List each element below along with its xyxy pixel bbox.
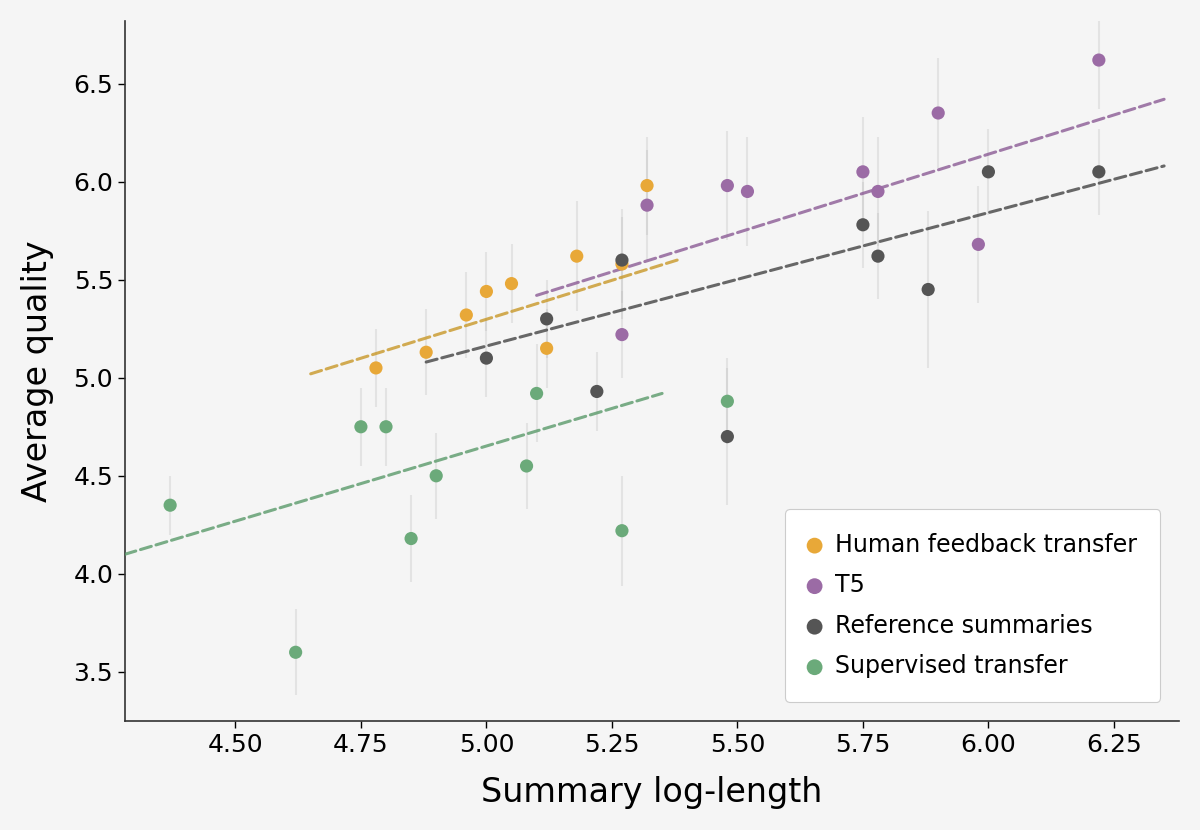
Supervised transfer [517, 459, 536, 472]
T5 [968, 237, 988, 251]
Supervised transfer [352, 420, 371, 433]
Reference summaries [587, 385, 606, 398]
Human feedback transfer [416, 345, 436, 359]
T5 [869, 185, 888, 198]
Supervised transfer [402, 532, 421, 545]
Human feedback transfer [476, 285, 496, 298]
Legend: Human feedback transfer, T5, Reference summaries, Supervised transfer: Human feedback transfer, T5, Reference s… [785, 510, 1160, 702]
Reference summaries [853, 218, 872, 232]
T5 [929, 106, 948, 120]
T5 [738, 185, 757, 198]
Supervised transfer [527, 387, 546, 400]
T5 [1090, 53, 1109, 66]
Reference summaries [718, 430, 737, 443]
Reference summaries [476, 351, 496, 364]
T5 [637, 198, 656, 212]
Reference summaries [869, 250, 888, 263]
Supervised transfer [427, 469, 446, 482]
Human feedback transfer [366, 361, 385, 374]
Human feedback transfer [457, 309, 476, 322]
Reference summaries [1090, 165, 1109, 178]
Human feedback transfer [612, 257, 631, 271]
Supervised transfer [286, 646, 305, 659]
Y-axis label: Average quality: Average quality [20, 240, 54, 501]
Reference summaries [538, 312, 557, 325]
Supervised transfer [161, 499, 180, 512]
T5 [718, 179, 737, 193]
Supervised transfer [612, 524, 631, 537]
Human feedback transfer [568, 250, 587, 263]
Reference summaries [979, 165, 998, 178]
Reference summaries [612, 253, 631, 266]
Human feedback transfer [538, 342, 557, 355]
T5 [612, 328, 631, 341]
Reference summaries [918, 283, 937, 296]
Human feedback transfer [637, 179, 656, 193]
Supervised transfer [377, 420, 396, 433]
X-axis label: Summary log-length: Summary log-length [481, 776, 823, 809]
Supervised transfer [718, 394, 737, 408]
Human feedback transfer [502, 277, 521, 290]
T5 [853, 165, 872, 178]
